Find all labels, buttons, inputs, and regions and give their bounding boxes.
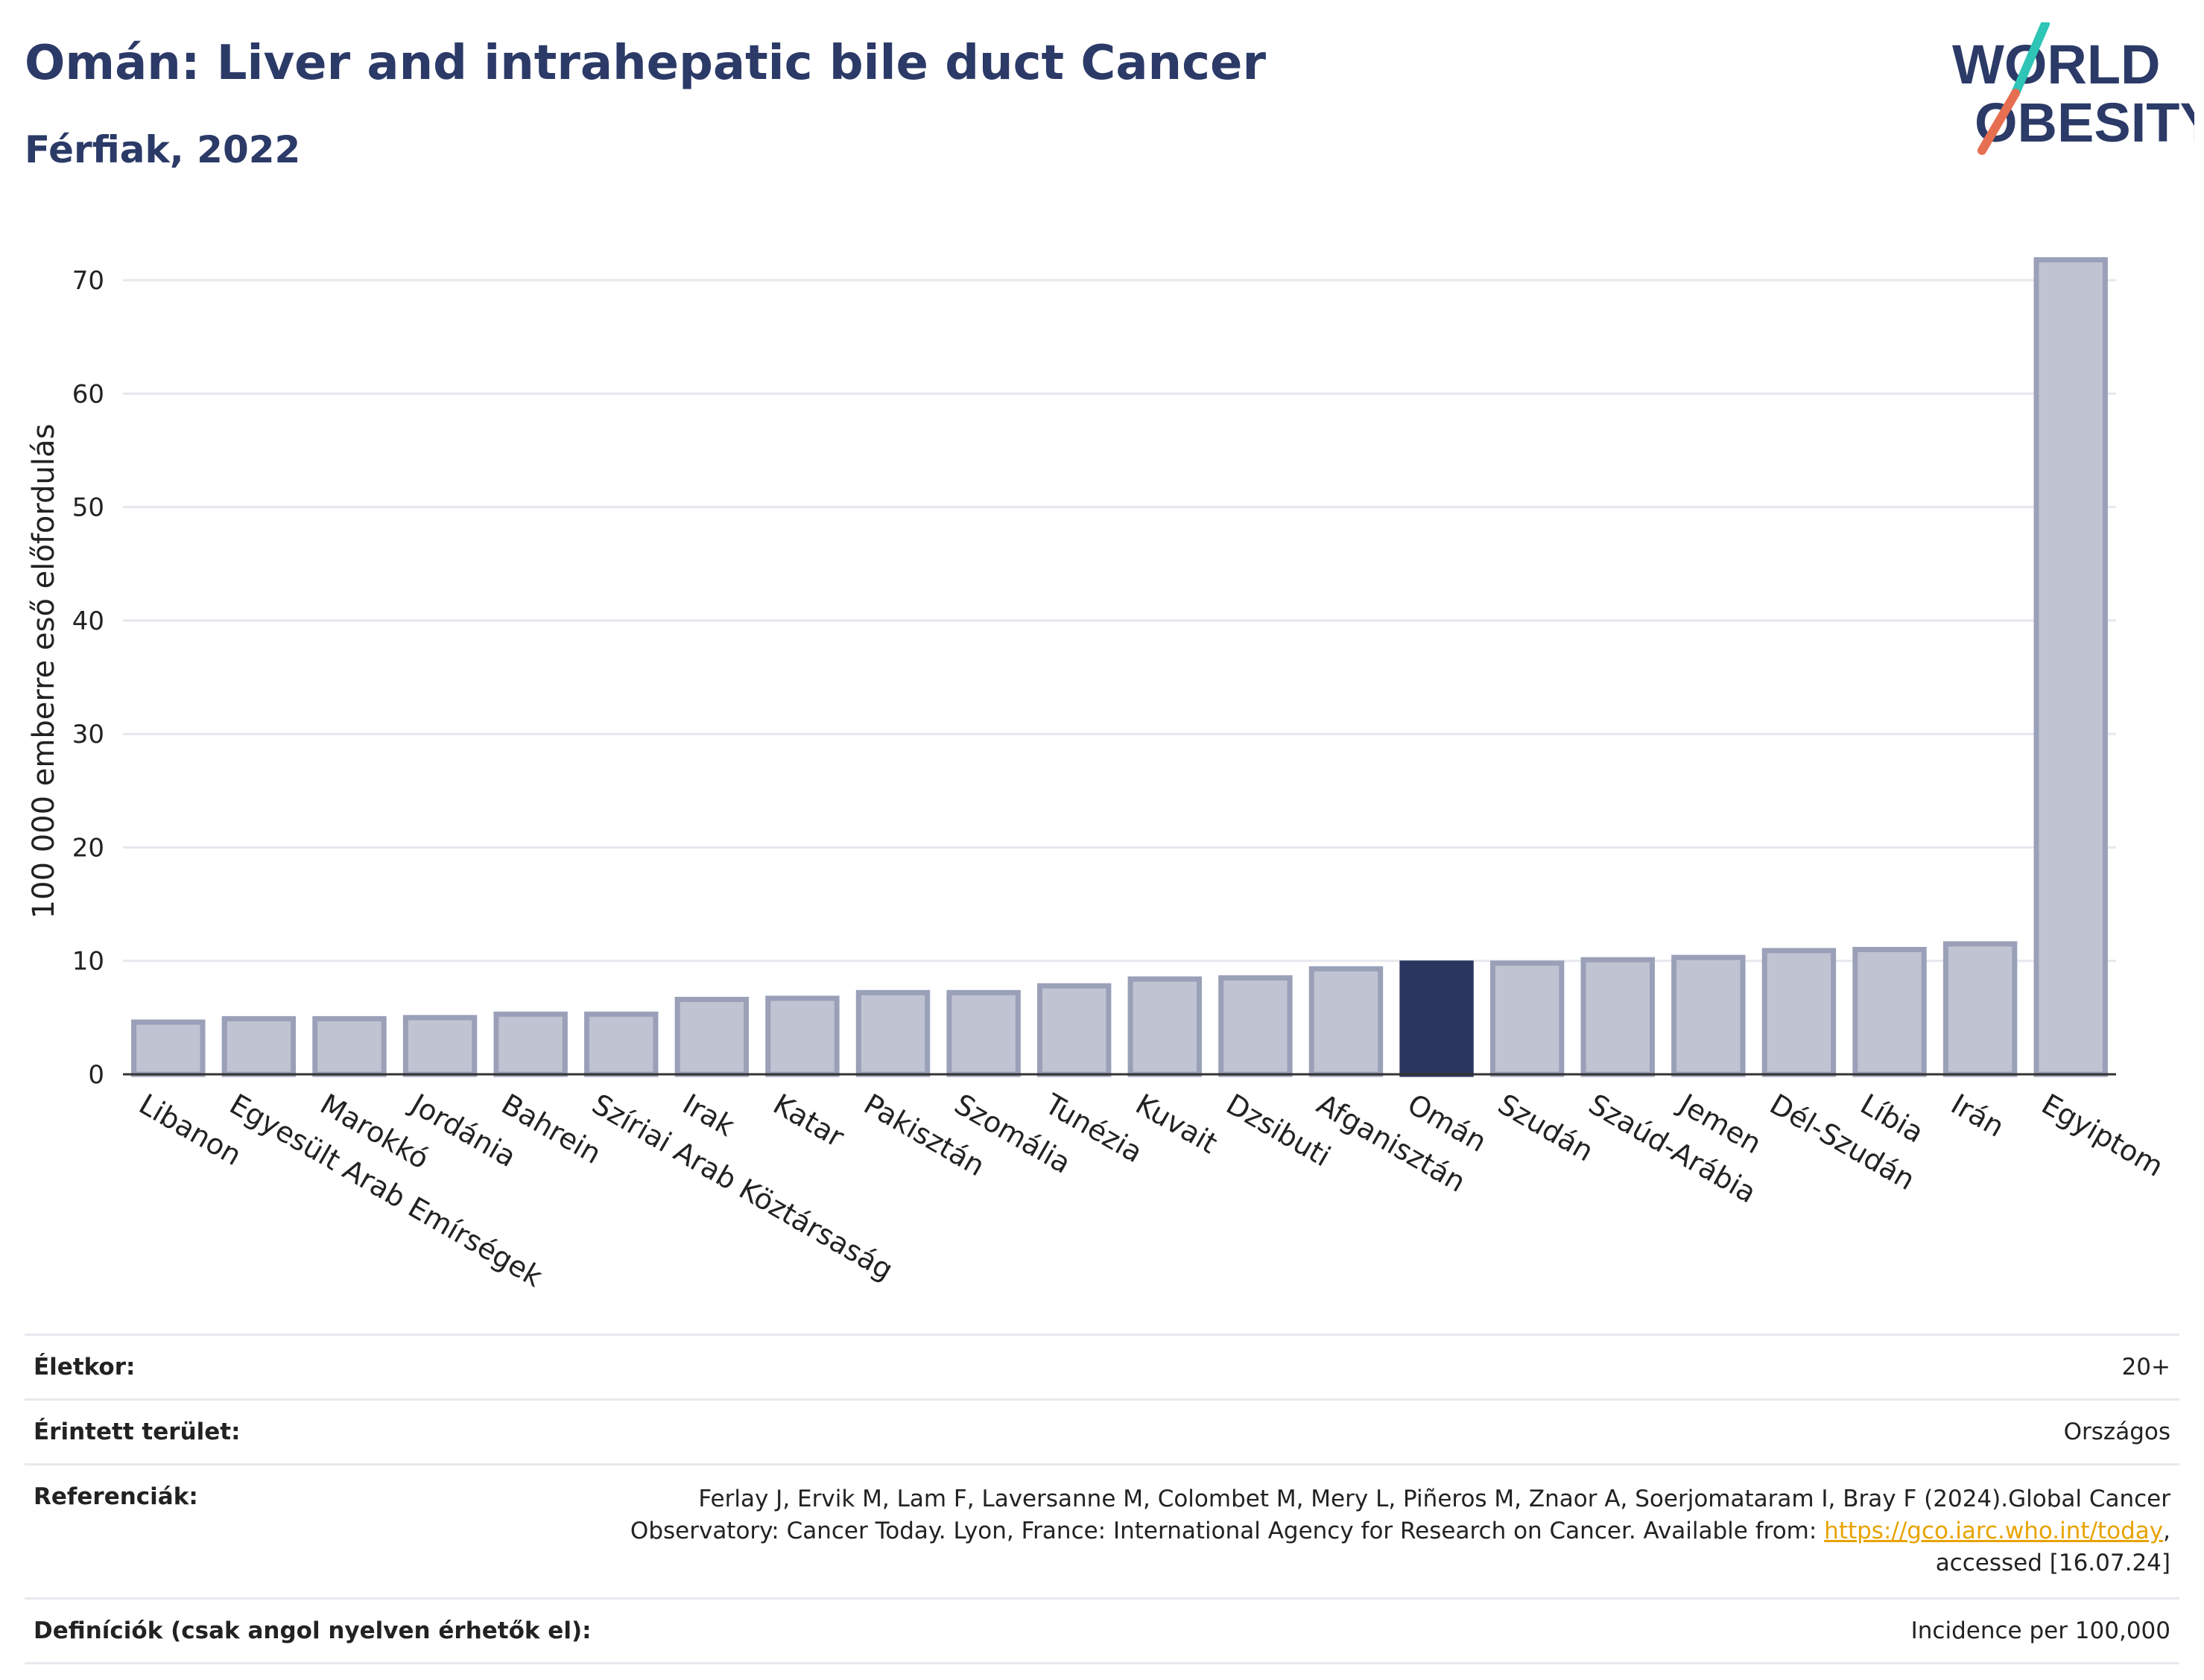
- x-tick-label: Libanon: [133, 1088, 247, 1172]
- y-tick-label: 30: [72, 720, 104, 749]
- y-tick-label: 50: [72, 493, 104, 523]
- y-tick-label: 40: [72, 606, 104, 636]
- bar-20: [1942, 941, 2018, 1077]
- bar-19: [1852, 947, 1927, 1077]
- x-tick-label: Szudán: [1492, 1088, 1599, 1168]
- chart-subtitle: Férfiak, 2022: [25, 128, 301, 171]
- logo-slash-bottom-icon: [1977, 89, 2020, 155]
- references-value: Ferlay J, Ervik M, Lam F, Laversanne M, …: [569, 1483, 2170, 1579]
- x-tick-label: Kuvait: [1130, 1088, 1223, 1160]
- y-gridlines: [123, 279, 2116, 963]
- bar-2: [312, 1015, 387, 1077]
- bar-9: [946, 989, 1021, 1077]
- bar-11: [1127, 976, 1203, 1077]
- y-axis-ticks: 0 10 20 30 40 50 60 70: [72, 266, 104, 1090]
- bar-21: [2033, 257, 2108, 1077]
- bar-18: [1761, 948, 1837, 1077]
- info-row-references: Referenciák: Ferlay J, Ervik M, Lam F, L…: [25, 1463, 2179, 1597]
- references-label: Referenciák:: [34, 1483, 198, 1510]
- y-tick-label: 20: [72, 833, 104, 863]
- area-value: Országos: [2063, 1419, 2170, 1445]
- info-row-area: Érintett terület: Országos: [25, 1398, 2179, 1463]
- x-tick-label: Egyiptom: [2036, 1088, 2169, 1183]
- area-label: Érintett terület:: [34, 1419, 241, 1445]
- x-tick-label: Irak: [677, 1088, 740, 1143]
- x-tick-label: Irán: [1945, 1088, 2010, 1144]
- references-accessed: , accessed [16.07.24]: [1935, 1518, 2170, 1576]
- y-tick-label: 70: [72, 266, 104, 296]
- bar-13: [1308, 966, 1384, 1077]
- bar-7: [765, 995, 840, 1077]
- bar-8: [855, 989, 931, 1077]
- info-row-definitions: Definíciók (csak angol nyelven érhetők e…: [25, 1597, 2179, 1664]
- y-axis-label: 100 000 emberre eső előfordulás: [27, 424, 61, 919]
- age-label: Életkor:: [34, 1354, 136, 1381]
- y-tick-label: 0: [88, 1060, 104, 1090]
- logo-slash-top-icon: [2011, 22, 2050, 98]
- info-row-age: Életkor: 20+: [25, 1334, 2179, 1398]
- bar-14: [1399, 960, 1474, 1077]
- y-tick-label: 60: [72, 379, 104, 409]
- logo-text-world: WORLD: [1952, 34, 2161, 95]
- references-text: Ferlay J, Ervik M, Lam F, Laversanne M, …: [630, 1486, 2170, 1544]
- age-value: 20+: [2121, 1354, 2170, 1381]
- bar-0: [131, 1019, 206, 1077]
- bar-17: [1671, 954, 1746, 1077]
- world-obesity-logo: WORLD OBESITY: [1952, 22, 2194, 155]
- bar-4: [493, 1011, 568, 1077]
- bar-5: [584, 1011, 659, 1077]
- bar-10: [1037, 983, 1112, 1077]
- bars: [131, 257, 2108, 1077]
- definitions-value: Incidence per 100,000: [1910, 1617, 2170, 1644]
- x-tick-label: Katar: [767, 1088, 849, 1154]
- bar-3: [402, 1015, 478, 1077]
- chart-title: Omán: Liver and intrahepatic bile duct C…: [25, 36, 1266, 91]
- definitions-label: Definíciók (csak angol nyelven érhetők e…: [34, 1617, 592, 1644]
- info-table: Életkor: 20+ Érintett terület: Országos …: [25, 1334, 2179, 1664]
- x-tick-label: Dzsibuti: [1220, 1088, 1336, 1173]
- bar-1: [221, 1015, 297, 1077]
- bar-6: [674, 997, 750, 1077]
- bar-15: [1489, 960, 1565, 1077]
- bar-16: [1580, 957, 1655, 1077]
- x-tick-label: Szíriai Arab Köztársaság: [586, 1088, 899, 1287]
- y-tick-label: 10: [72, 947, 104, 977]
- bar-12: [1218, 975, 1293, 1077]
- gco-link[interactable]: https://gco.iarc.who.int/today: [1824, 1518, 2164, 1544]
